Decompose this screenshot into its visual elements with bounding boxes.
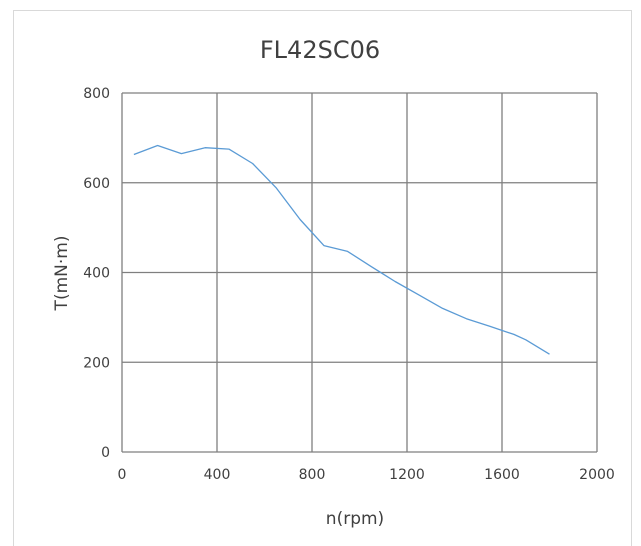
x-tick-label: 0 — [118, 467, 127, 483]
y-tick-label: 400 — [83, 266, 110, 282]
y-tick-label: 200 — [83, 355, 110, 371]
x-tick-label: 1600 — [484, 467, 520, 483]
x-tick-label: 1200 — [389, 467, 425, 483]
x-axis-title: n(rpm) — [326, 509, 384, 529]
chart-title: FL42SC06 — [260, 36, 380, 64]
chart-frame — [13, 10, 632, 546]
x-tick-label: 2000 — [579, 467, 615, 483]
x-tick-label: 400 — [204, 467, 231, 483]
y-tick-label: 0 — [101, 445, 110, 461]
series-group — [133, 144, 550, 355]
series-line — [133, 144, 550, 355]
y-tick-label: 800 — [83, 86, 110, 102]
grid — [121, 92, 598, 453]
y-axis-title: T(mN·m) — [52, 236, 72, 312]
y-tick-label: 600 — [83, 176, 110, 192]
tick-labels: 0 400 800 1200 1600 2000 0 200 400 600 800 — [83, 86, 615, 483]
x-tick-label: 800 — [299, 467, 326, 483]
